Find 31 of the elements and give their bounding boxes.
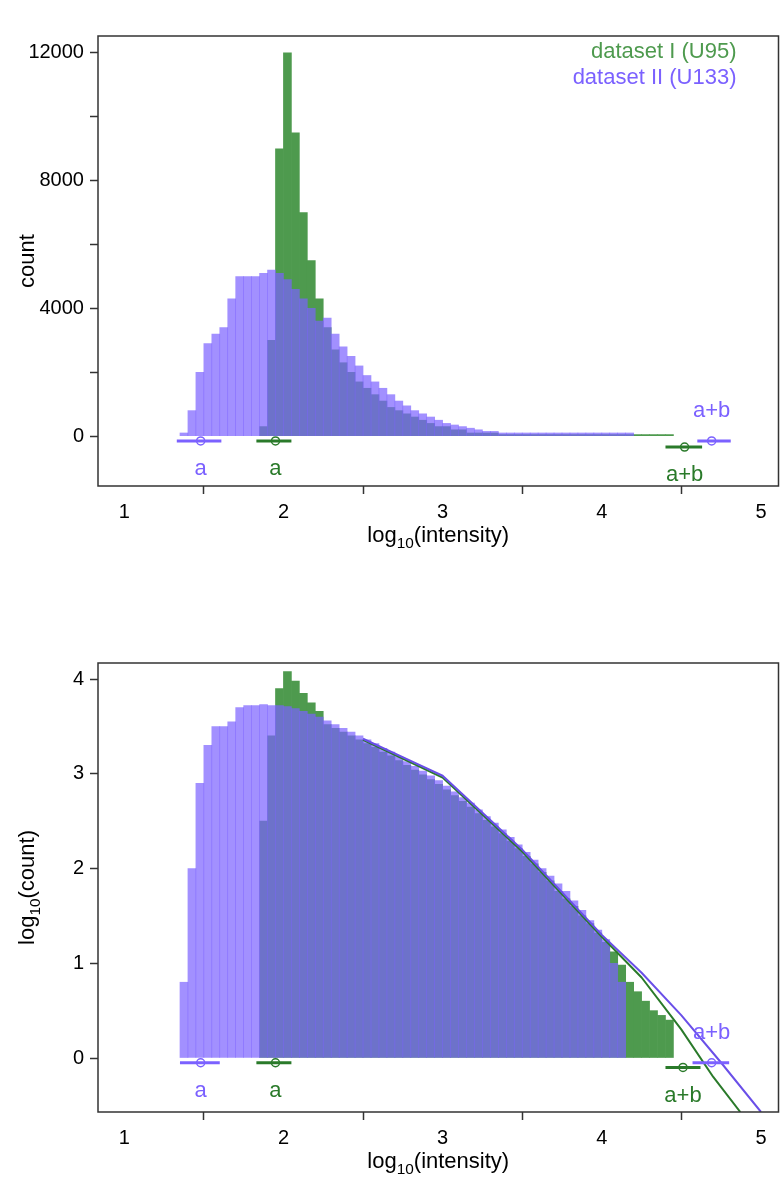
annotation: a bbox=[194, 455, 208, 481]
text: dataset I (U95) bbox=[590, 38, 737, 64]
y-tick-label: 0 bbox=[72, 423, 84, 446]
annotation: a bbox=[194, 1076, 208, 1102]
annotation: a+b bbox=[665, 461, 704, 487]
x-tick-label: 1 bbox=[118, 499, 130, 522]
x-tick-label: 1 bbox=[118, 1125, 130, 1148]
x-tick-label: 5 bbox=[755, 1125, 767, 1148]
x-tick-label: 4 bbox=[596, 499, 608, 522]
y-tick-label: 8000 bbox=[39, 168, 84, 191]
annotation: a+b bbox=[692, 397, 731, 423]
annotation: a bbox=[269, 455, 283, 481]
y-tick-label: 1 bbox=[72, 950, 84, 973]
y-tick-label: 3 bbox=[72, 761, 84, 784]
x-tick-label: 2 bbox=[277, 499, 290, 522]
y-axis-title: count bbox=[14, 234, 40, 288]
y-tick-label: 4000 bbox=[39, 295, 84, 318]
y-tick-label: 2 bbox=[72, 856, 84, 879]
y-tick-label: 12000 bbox=[28, 40, 84, 63]
x-tick-label: 5 bbox=[755, 499, 767, 522]
x-tick-label: 3 bbox=[437, 499, 449, 522]
y-tick-label: 0 bbox=[72, 1045, 84, 1068]
annotation: a+b bbox=[664, 1081, 702, 1107]
y-tick-label: 4 bbox=[72, 666, 84, 689]
x-tick-label: 3 bbox=[437, 1125, 449, 1148]
x-tick-label: 4 bbox=[596, 1125, 608, 1148]
annotation: a bbox=[269, 1076, 283, 1102]
x-tick-label: 2 bbox=[277, 1125, 290, 1148]
annotation: a+b bbox=[692, 1018, 731, 1044]
y-axis-title: log10(count) bbox=[14, 830, 43, 945]
text: dataset II (U133) bbox=[572, 64, 737, 90]
